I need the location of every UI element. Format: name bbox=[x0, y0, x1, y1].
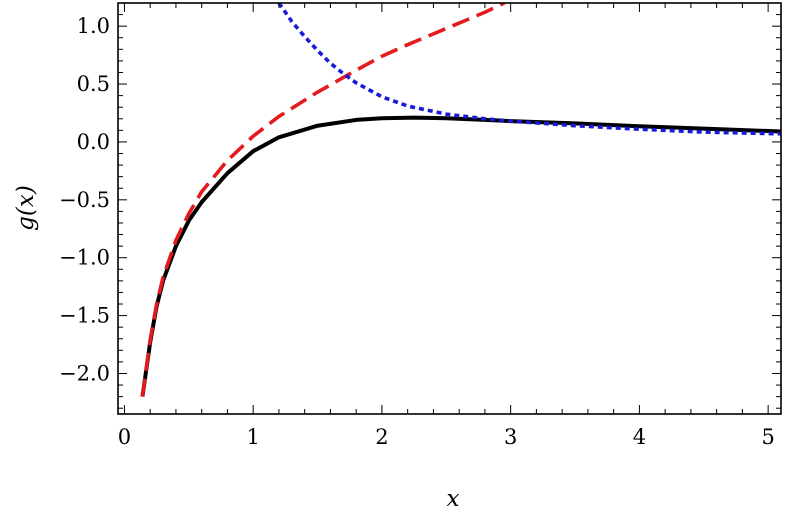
x-tick-label: 3 bbox=[504, 425, 517, 449]
x-tick-label: 5 bbox=[761, 425, 774, 449]
x-tick-label: 1 bbox=[246, 425, 259, 449]
y-axis-label: g(x) bbox=[13, 185, 39, 231]
tick-layer: 0 1 2 3 4 5 −2.0 −1.5 −1.0 −0.5 0.0 0.5 1.0 bbox=[59, 2, 781, 449]
y-tick-label: 0.0 bbox=[77, 130, 110, 154]
y-tick-label: −0.5 bbox=[59, 188, 110, 212]
x-tick-label: 0 bbox=[118, 425, 131, 449]
y-tick-label: −1.0 bbox=[59, 246, 110, 270]
x-tick-label: 2 bbox=[375, 425, 388, 449]
series-line-solid bbox=[140, 115, 781, 397]
y-tick-label: −2.0 bbox=[59, 361, 110, 385]
series-line-dashed bbox=[140, 3, 505, 397]
y-tick-label: 0.5 bbox=[77, 72, 110, 96]
series-layer bbox=[140, 3, 781, 397]
plot-frame bbox=[117, 2, 782, 415]
x-tick-label: 4 bbox=[633, 425, 646, 449]
y-tick-label: −1.5 bbox=[59, 304, 110, 328]
series-line-dotted bbox=[277, 3, 781, 136]
y-tick-label: 1.0 bbox=[77, 14, 110, 38]
x-axis-label: x bbox=[447, 486, 460, 512]
